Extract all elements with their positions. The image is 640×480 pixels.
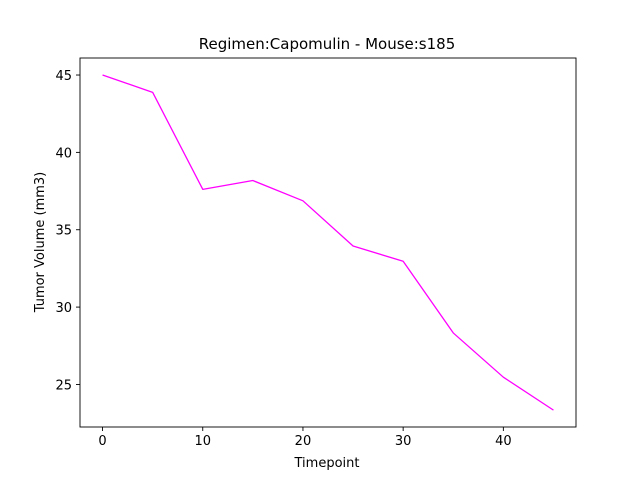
y-tick-label-35: 35 (55, 224, 72, 239)
y-tick-label-45: 45 (55, 69, 72, 84)
y-tick-label-25: 25 (55, 378, 72, 393)
x-tick-label-10: 10 (194, 434, 211, 449)
x-tick-label-20: 20 (295, 434, 312, 449)
y-axis-label: Tumor Volume (mm3) (33, 172, 48, 314)
plot-area: 0 10 20 30 40 25 30 35 40 45 (55, 57, 577, 449)
series-line-0 (102, 74, 554, 411)
x-tick-label-0: 0 (98, 434, 106, 449)
x-tick-label-40: 40 (495, 434, 512, 449)
y-tick-label-30: 30 (55, 301, 72, 316)
y-tick-label-40: 40 (55, 146, 72, 161)
plot-frame (79, 57, 577, 428)
x-axis-label: Timepoint (294, 456, 360, 471)
chart-title: Regimen:Capomulin - Mouse:s185 (199, 35, 456, 53)
x-tick-label-30: 30 (395, 434, 412, 449)
